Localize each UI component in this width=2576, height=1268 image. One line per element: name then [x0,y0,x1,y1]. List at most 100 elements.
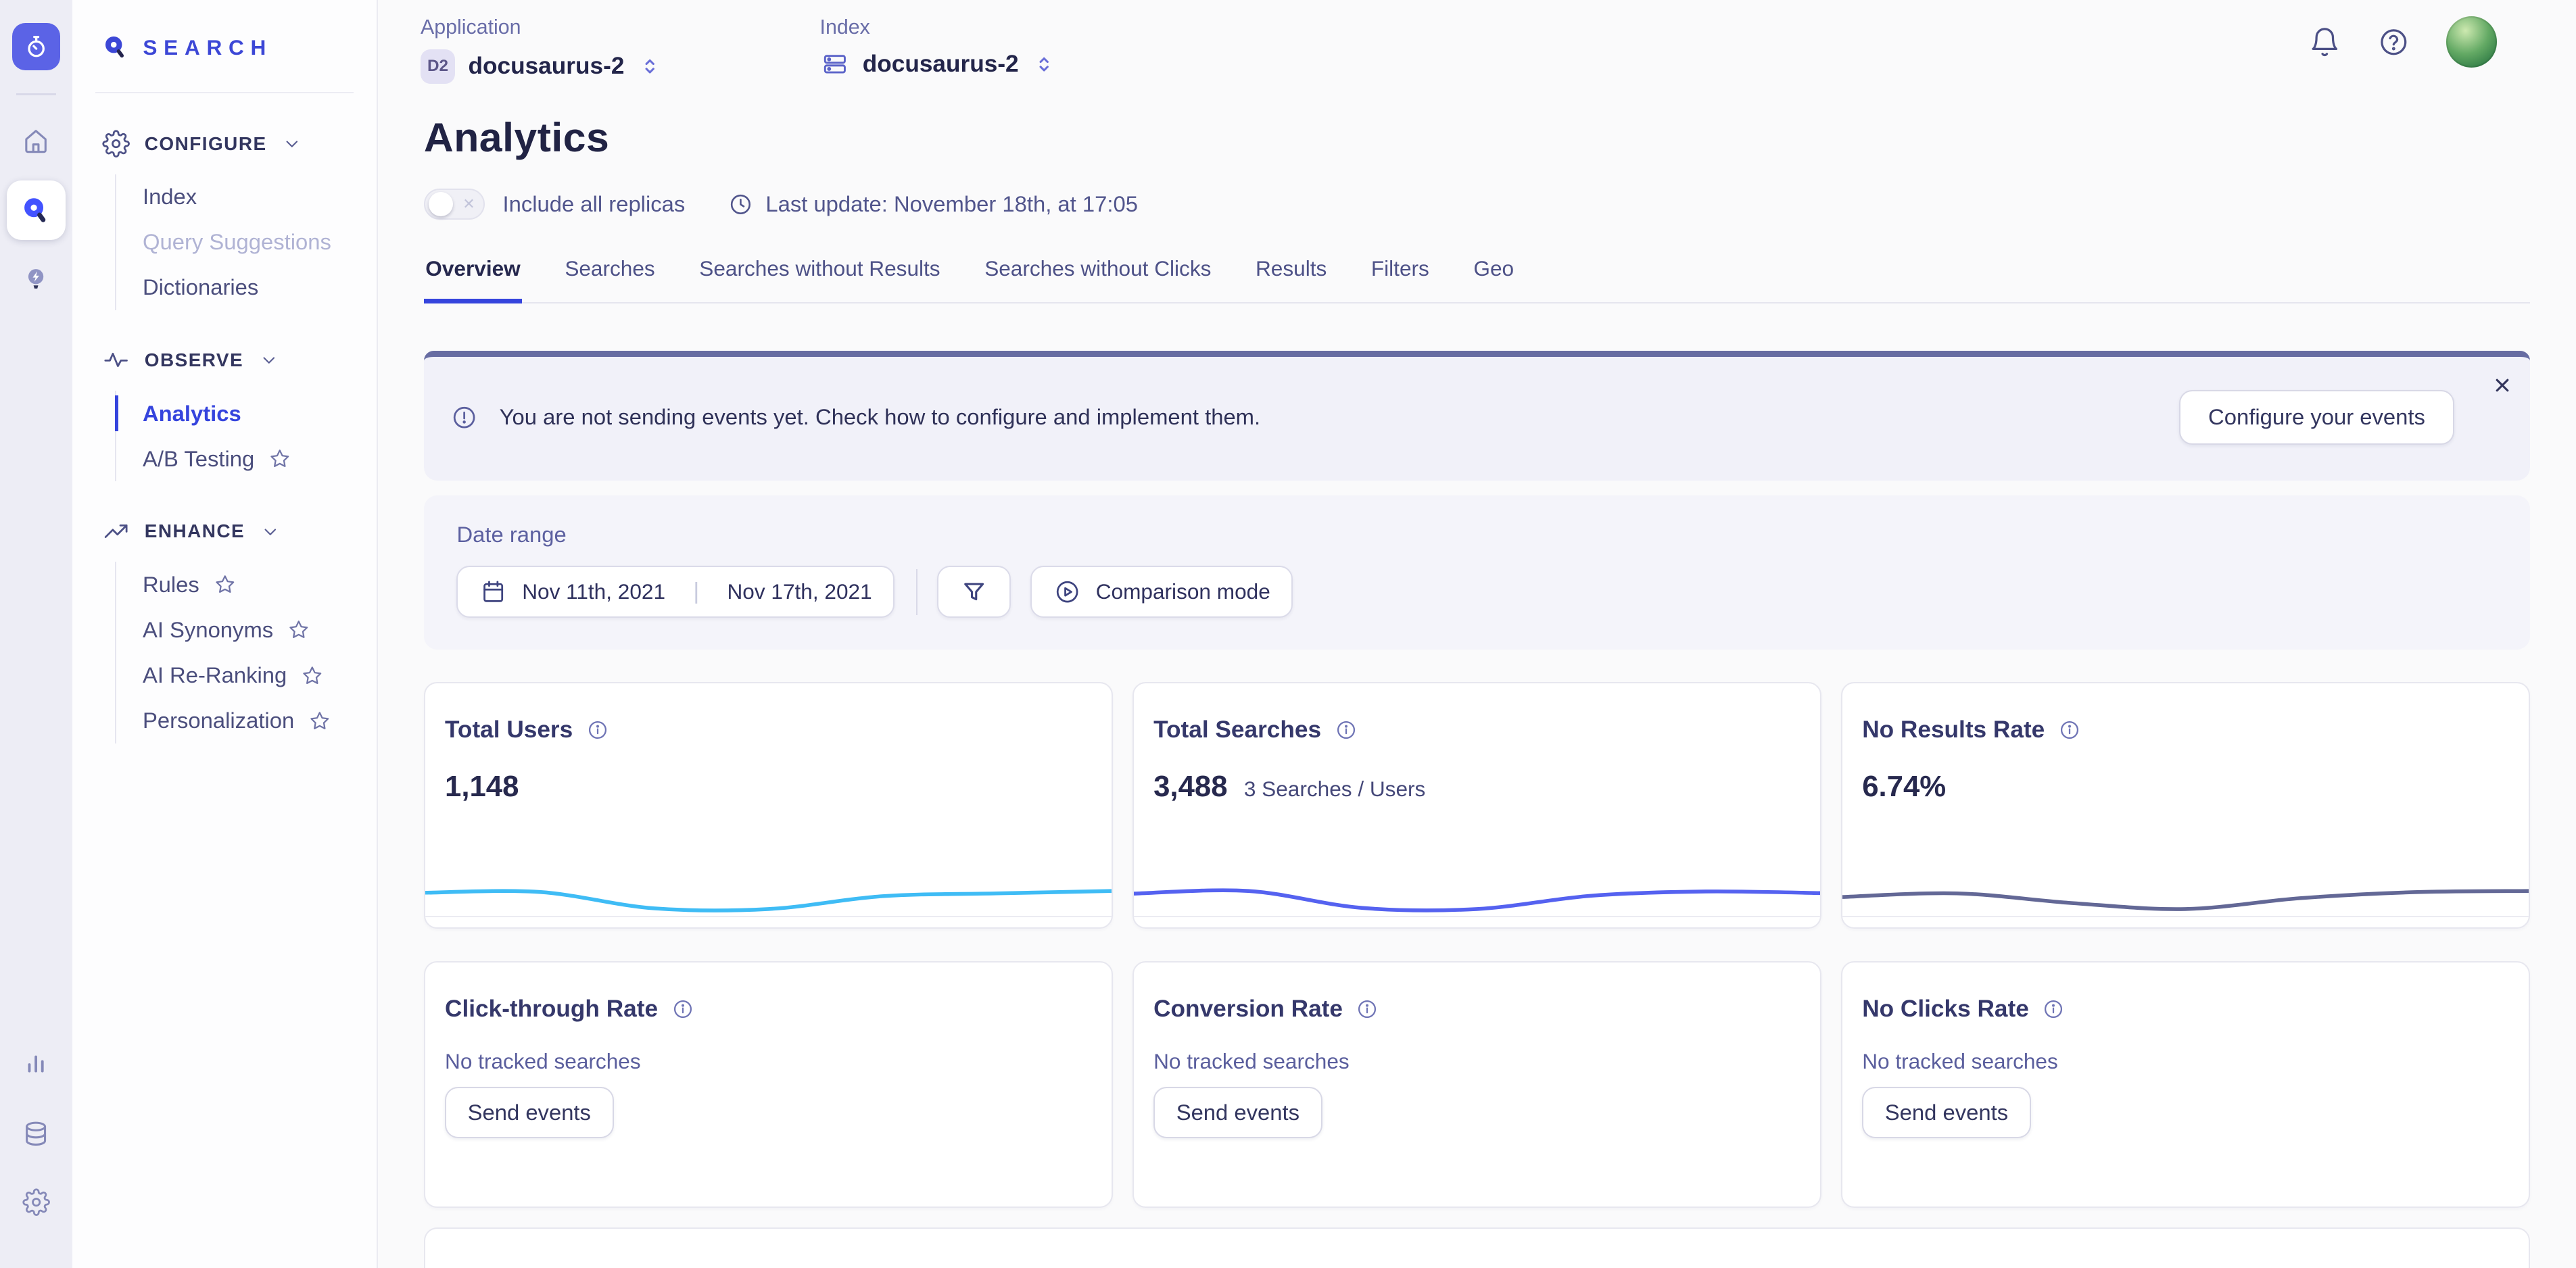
rail-item-data-icon[interactable] [7,1104,66,1163]
date-end: Nov 17th, 2021 [727,579,872,604]
card-title: Click-through Rate [445,996,658,1023]
chevron-down-icon [258,349,280,371]
section-header-enhance[interactable]: ENHANCE [72,518,377,545]
sidebar-item-personalization[interactable]: Personalization [116,698,377,743]
section-label: OBSERVE [145,349,243,371]
tab-searches-without-clicks[interactable]: Searches without Clicks [983,249,1213,303]
rail-divider [16,93,55,95]
home-icon [20,126,51,157]
sidebar-section-observe: OBSERVE Analytics A/B Testing [72,346,377,481]
tab-geo[interactable]: Geo [1472,249,1516,303]
rate-card-conversion-rate: Conversion Rate No tracked searches Send… [1132,961,1821,1207]
card-value: 1,148 [445,770,519,804]
info-icon[interactable] [2042,998,2065,1021]
date-range-label: Date range [456,522,2497,547]
card-title: No Results Rate [1862,716,2045,743]
index-select-control[interactable]: docusaurus-2 [820,49,1057,79]
app-launcher-button[interactable] [12,23,59,70]
sidebar-item-label: Query Suggestions [143,229,331,255]
rail-item-search-icon[interactable] [7,180,66,239]
metric-card-total-searches: Total Searches 3,488 3 Searches / Users [1132,682,1821,928]
rail-item-recommend-icon[interactable] [7,249,66,308]
sidebar-item-label: Personalization [143,708,294,733]
comparison-mode-button[interactable]: Comparison mode [1030,566,1293,618]
avatar[interactable] [2446,16,2497,67]
application-badge: D2 [421,49,455,84]
sidebar-item-ai-re-ranking[interactable]: AI Re-Ranking [116,653,377,698]
product-logo: SEARCH [72,30,377,66]
sidebar-item-label: Index [143,184,197,210]
empty-state-text: No tracked searches [1862,1049,2529,1074]
recommend-icon [20,264,51,295]
include-replicas-toggle[interactable]: ✕ Include all replicas [424,189,685,220]
page-title: Analytics [424,114,2530,161]
close-icon[interactable] [2491,374,2514,397]
toggle-track[interactable]: ✕ [424,189,485,220]
application-select-control[interactable]: D2 docusaurus-2 [421,49,662,84]
metric-card-no-results-rate: No Results Rate 6.74% [1841,682,2530,928]
sidebar-item-analytics[interactable]: Analytics [116,391,377,436]
trends-panel: Trends Overview Select series [424,1227,2530,1268]
tab-overview[interactable]: Overview [424,249,522,303]
date-controls: Nov 11th, 2021 | Nov 17th, 2021 Comparis… [456,566,2497,618]
info-icon[interactable] [586,718,609,741]
icon-rail [0,0,72,1268]
tab-filters[interactable]: Filters [1369,249,1431,303]
calendar-icon [479,578,507,606]
star-icon [309,710,331,732]
index-icon [820,49,850,79]
info-icon[interactable] [671,998,694,1021]
gear-icon [102,130,130,157]
rail-bottom-group [7,1035,66,1242]
sidebar-item-index[interactable]: Index [116,174,377,220]
sidebar-divider [95,92,354,93]
info-icon[interactable] [1335,718,1358,741]
sidebar-item-label: A/B Testing [143,446,254,472]
notifications-bell-icon[interactable] [2308,26,2341,59]
section-header-observe[interactable]: OBSERVE [72,346,377,374]
sidebar-item-ai-synonyms[interactable]: AI Synonyms [116,608,377,653]
trend-up-icon [102,518,130,545]
sidebar-item-a-b-testing[interactable]: A/B Testing [116,436,377,481]
main-area: Application D2 docusaurus-2 Index docusa… [378,0,2576,1268]
stopwatch-icon [22,33,50,61]
tab-searches-without-results[interactable]: Searches without Results [698,249,942,303]
send-events-button[interactable]: Send events [445,1087,614,1138]
settings-icon [22,1188,50,1216]
card-value: 6.74% [1862,770,1946,804]
index-selector: Index docusaurus-2 [820,16,1057,78]
help-icon[interactable] [2377,26,2410,59]
sparkline-chart [1842,848,2529,921]
sidebar-item-label: Dictionaries [143,274,258,300]
date-separator: | [693,579,699,605]
tab-searches[interactable]: Searches [563,249,657,303]
section-header-configure[interactable]: CONFIGURE [72,130,377,157]
toggle-x-icon: ✕ [462,197,475,212]
rail-item-settings-icon[interactable] [7,1173,66,1232]
index-label: Index [820,16,1057,39]
rail-item-home-icon[interactable] [7,112,66,170]
sidebar-item-rules[interactable]: Rules [116,562,377,607]
pulse-icon [102,346,130,374]
sidebar-sections: CONFIGURE Index Query Suggestions Dictiona… [72,130,377,743]
filter-button[interactable] [937,566,1010,618]
last-update-text: Last update: November 18th, at 17:05 [765,191,1138,217]
metric-cards-row: Total Users 1,148 Total Searches 3,488 3… [424,682,2530,928]
comparison-mode-label: Comparison mode [1096,579,1270,604]
page-content: Analytics ✕ Include all replicas Last up… [378,84,2576,1268]
events-banner: You are not sending events yet. Check ho… [424,351,2530,481]
send-events-button[interactable]: Send events [1153,1087,1322,1138]
send-events-button[interactable]: Send events [1862,1087,2031,1138]
rate-card-no-clicks-rate: No Clicks Rate No tracked searches Send … [1841,961,2530,1207]
card-title: Total Users [445,716,573,743]
info-icon[interactable] [2058,718,2081,741]
star-icon [302,665,323,687]
sparkline-chart [425,848,1112,921]
rail-item-usage-analytics-icon[interactable] [7,1035,66,1094]
configure-events-button[interactable]: Configure your events [2179,390,2454,445]
info-icon[interactable] [1356,998,1379,1021]
date-range-picker[interactable]: Nov 11th, 2021 | Nov 17th, 2021 [456,566,895,618]
sidebar-item-dictionaries[interactable]: Dictionaries [116,265,377,310]
sidebar-item-query-suggestions[interactable]: Query Suggestions [116,220,377,265]
tab-results[interactable]: Results [1254,249,1329,303]
